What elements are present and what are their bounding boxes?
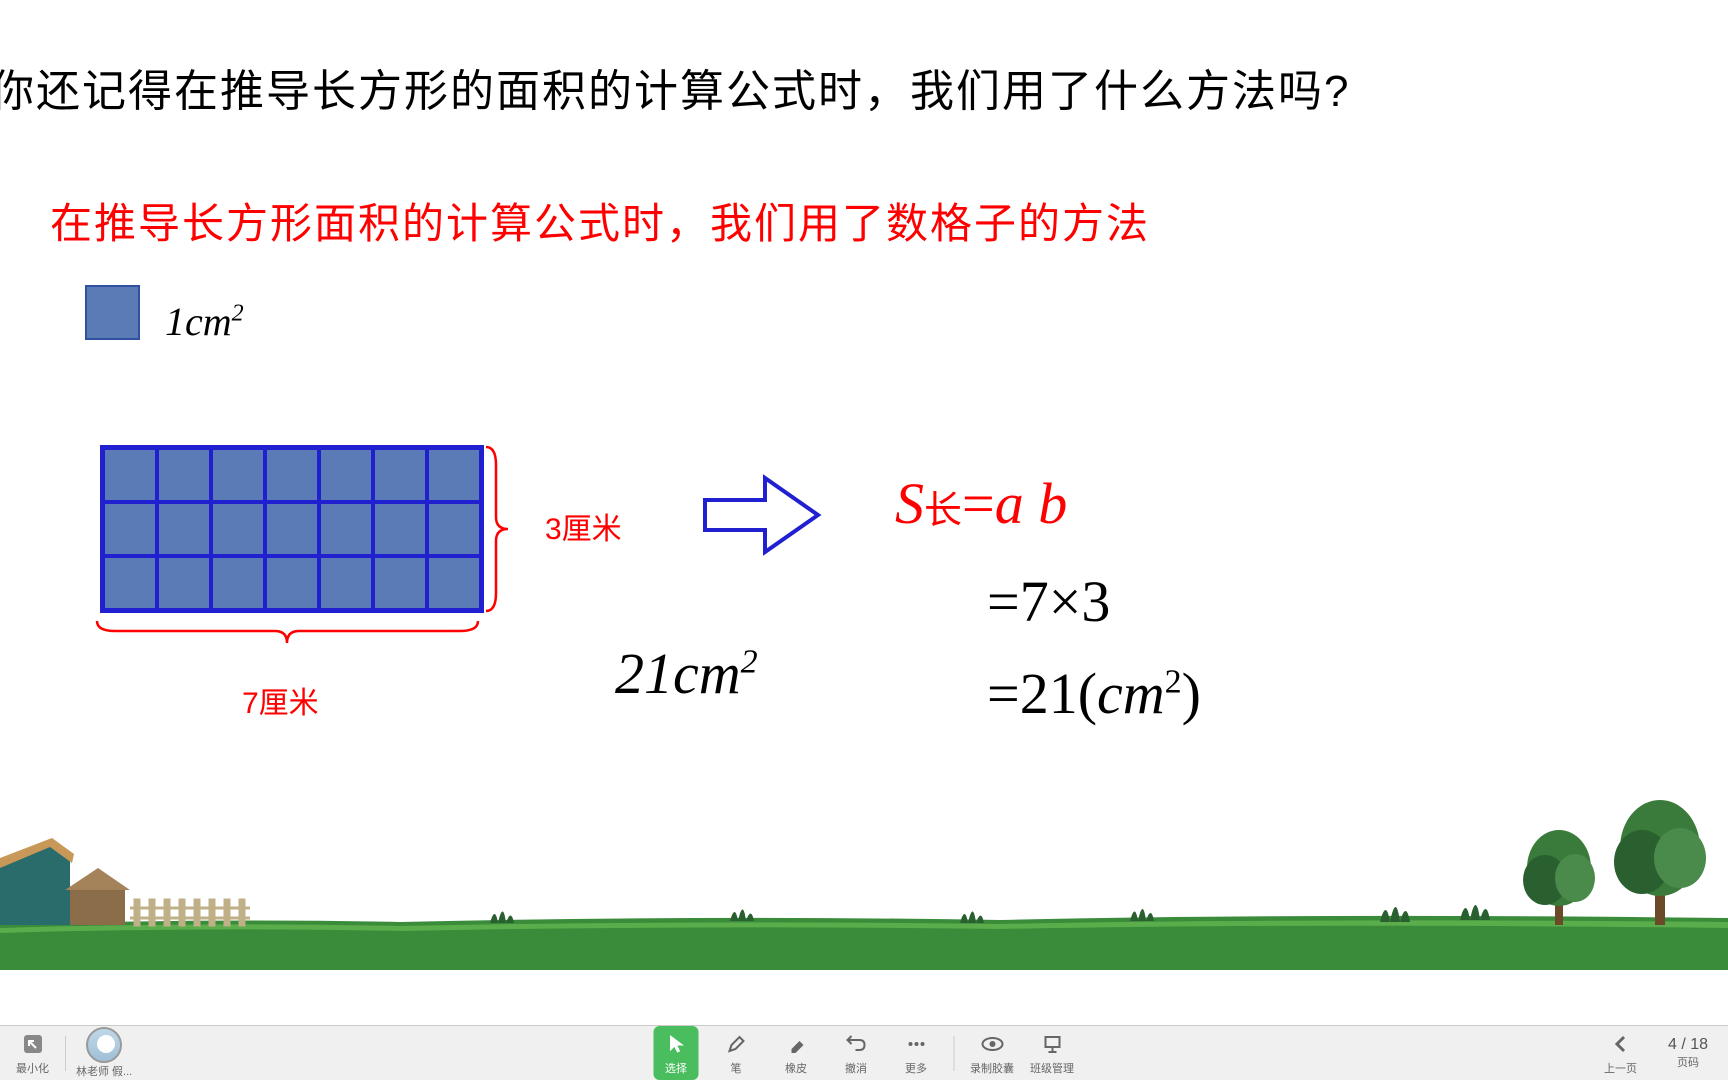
- grid-cell: [427, 448, 481, 502]
- page-current: 4: [1668, 1036, 1677, 1053]
- result-exp: 2: [741, 644, 758, 681]
- formula3-exp: 2: [1165, 664, 1182, 701]
- pen-label: 笔: [731, 1060, 742, 1076]
- slide-canvas: 你还记得在推导长方形的面积的计算公式时，我们用了什么方法吗? 在推导长方形面积的…: [0, 0, 1728, 1025]
- pen-icon: [722, 1030, 750, 1058]
- grid-cell: [103, 448, 157, 502]
- formula3-unit: cm: [1097, 661, 1165, 726]
- toolbar-right-group: 上一页 4 / 18 页码: [1598, 1030, 1718, 1076]
- record-icon: [978, 1030, 1006, 1058]
- page-number: 4 / 18: [1658, 1036, 1718, 1054]
- formula-S: S: [895, 471, 924, 536]
- grid-cell: [265, 448, 319, 502]
- grid-cell: [427, 556, 481, 610]
- divider: [65, 1036, 66, 1071]
- grid-cell: [319, 556, 373, 610]
- chevron-left-icon: [1607, 1030, 1635, 1058]
- undo-label: 撤消: [845, 1060, 867, 1076]
- legend-exp: 2: [232, 301, 244, 327]
- page-label: 页码: [1677, 1054, 1699, 1070]
- more-label: 更多: [905, 1060, 927, 1076]
- subtitle-text: 在推导长方形面积的计算公式时，我们用了数格子的方法: [50, 190, 1150, 251]
- minimize-button[interactable]: 最小化: [10, 1030, 55, 1076]
- toolbar: 最小化 林老师 假... 选择 笔 橡皮: [0, 1025, 1728, 1080]
- select-button[interactable]: 选择: [654, 1026, 699, 1080]
- result-unit: cm: [673, 641, 741, 706]
- grid-cell: [211, 502, 265, 556]
- grid-cell: [211, 448, 265, 502]
- divider: [954, 1036, 955, 1071]
- dimension-height: 3厘米: [545, 504, 622, 548]
- rectangle-grid: [100, 445, 484, 613]
- cursor-icon: [662, 1030, 690, 1058]
- prev-page-button[interactable]: 上一页: [1598, 1030, 1643, 1076]
- formula3-close: ): [1182, 661, 1201, 726]
- formula-sub: 长: [924, 490, 962, 532]
- teacher-label: 林老师 假...: [76, 1063, 132, 1079]
- grid-cell: [319, 448, 373, 502]
- formula-line3: =21(cm2): [987, 660, 1201, 727]
- teacher-button[interactable]: 林老师 假...: [76, 1027, 132, 1079]
- prev-label: 上一页: [1604, 1060, 1637, 1076]
- result-value: 21: [615, 641, 673, 706]
- minimize-label: 最小化: [16, 1060, 49, 1076]
- page-total: 18: [1690, 1036, 1708, 1053]
- formula-line1: S长=a b: [895, 470, 1067, 537]
- eraser-button[interactable]: 橡皮: [774, 1030, 819, 1076]
- board-icon: [1038, 1030, 1066, 1058]
- brace-right: [482, 445, 510, 623]
- grid-cell: [373, 448, 427, 502]
- grid-cell: [211, 556, 265, 610]
- result-text: 21cm2: [615, 640, 758, 707]
- toolbar-center-group: 选择 笔 橡皮 撤消 更多: [654, 1026, 1075, 1080]
- undo-icon: [842, 1030, 870, 1058]
- page-indicator-button[interactable]: 4 / 18 页码: [1658, 1036, 1718, 1070]
- record-label: 录制胶囊: [970, 1060, 1014, 1076]
- record-button[interactable]: 录制胶囊: [970, 1030, 1015, 1076]
- eraser-icon: [782, 1030, 810, 1058]
- grid-cell: [373, 502, 427, 556]
- undo-button[interactable]: 撤消: [834, 1030, 879, 1076]
- grid-cell: [157, 556, 211, 610]
- avatar-icon: [86, 1027, 122, 1063]
- grid-cell: [427, 502, 481, 556]
- more-button[interactable]: 更多: [894, 1030, 939, 1076]
- more-icon: [902, 1030, 930, 1058]
- scenery-illustration: [0, 750, 1728, 970]
- title-text: 你还记得在推导长方形的面积的计算公式时，我们用了什么方法吗?: [0, 55, 1350, 119]
- select-label: 选择: [665, 1060, 687, 1076]
- pen-button[interactable]: 笔: [714, 1030, 759, 1076]
- grid-cell: [373, 556, 427, 610]
- legend-unit: cm: [185, 299, 232, 344]
- legend-square: [85, 285, 140, 340]
- toolbar-left-group: 最小化 林老师 假...: [0, 1027, 132, 1079]
- class-manage-button[interactable]: 班级管理: [1030, 1030, 1075, 1076]
- formula-line2: =7×3: [987, 568, 1110, 635]
- grid-cell: [265, 502, 319, 556]
- minimize-icon: [19, 1030, 47, 1058]
- legend-label: 1cm2: [165, 298, 244, 345]
- formula3-eq: =21(: [987, 661, 1097, 726]
- class-manage-label: 班级管理: [1030, 1060, 1074, 1076]
- formula-rhs: a b: [995, 471, 1068, 536]
- grid-cell: [103, 556, 157, 610]
- formula-eq: =: [962, 471, 995, 536]
- grid-cell: [157, 502, 211, 556]
- brace-bottom: [95, 610, 475, 655]
- grid-cell: [265, 556, 319, 610]
- eraser-label: 橡皮: [785, 1060, 807, 1076]
- grid-cell: [103, 502, 157, 556]
- legend-number: 1: [165, 299, 185, 344]
- grid-cell: [319, 502, 373, 556]
- dimension-width: 7厘米: [242, 678, 319, 722]
- arrow-icon: [700, 470, 825, 565]
- grid-cell: [157, 448, 211, 502]
